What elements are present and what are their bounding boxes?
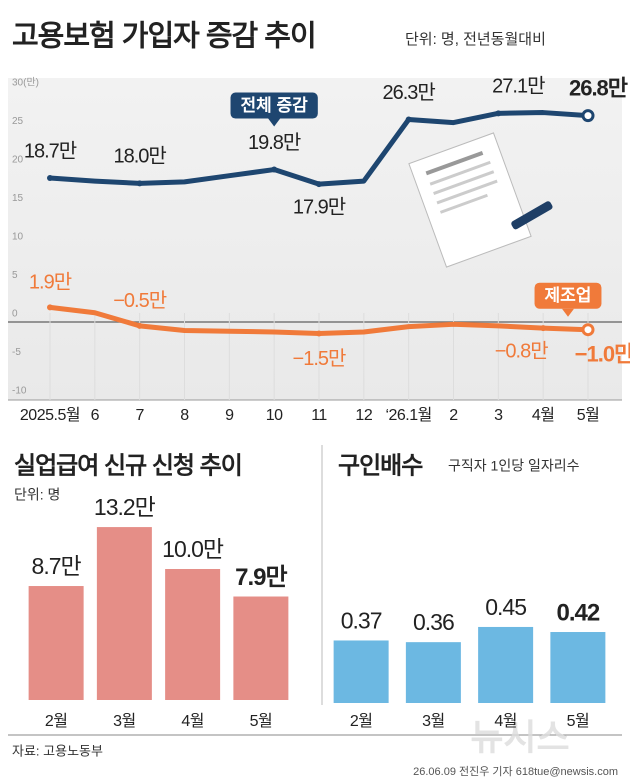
data-label: 0.45 <box>485 594 526 620</box>
series-callout: 제조업 <box>534 282 602 317</box>
x-tick-label: 11 <box>311 407 327 424</box>
y-tick-label: 25 <box>12 116 24 127</box>
data-point <box>136 322 143 329</box>
x-tick-label: 12 <box>355 407 372 424</box>
data-label: 0.37 <box>341 608 382 634</box>
data-label: 8.7만 <box>32 553 82 579</box>
y-tick-label: 10 <box>12 232 24 243</box>
data-label: −0.5만 <box>113 289 166 312</box>
data-point <box>316 330 322 337</box>
bar <box>28 586 84 700</box>
x-tick-label: 8 <box>180 407 189 424</box>
paper-line <box>433 170 495 195</box>
bar <box>550 632 606 703</box>
data-label: 26.3만 <box>383 81 436 104</box>
chart-title: 구인배수 <box>338 452 423 479</box>
callout-box <box>230 92 318 119</box>
x-tick-label: 4월 <box>181 712 204 730</box>
legend-label: 제조업 <box>545 286 592 305</box>
x-tick-label: 5월 <box>250 712 273 730</box>
data-point <box>581 109 595 123</box>
x-tick-label: 4월 <box>532 406 555 424</box>
source: 자료: 고용노동부 <box>12 743 103 758</box>
y-tick-label: 15 <box>12 193 24 204</box>
data-point <box>271 166 278 173</box>
bar <box>233 596 289 700</box>
data-label: 18.0만 <box>114 145 167 168</box>
data-point <box>581 323 595 337</box>
x-tick-label: 3월 <box>113 712 136 730</box>
data-point <box>405 116 412 123</box>
y-tick-label: 20 <box>12 155 24 166</box>
bar <box>165 569 221 700</box>
series-callout: 전체 증감 <box>230 92 318 127</box>
data-point <box>136 180 143 187</box>
y-tick-label: -5 <box>12 347 21 358</box>
data-label: 18.7만 <box>24 139 77 162</box>
pen <box>511 201 553 230</box>
x-tick-label: 7 <box>135 407 144 424</box>
chart-subtitle: 단위: 명 <box>14 487 60 503</box>
credit: 26.06.09 전진우 기자 618tue@newsis.com <box>413 765 618 778</box>
chart-title: 실업급여 신규 신청 추이 <box>14 452 242 479</box>
data-point <box>495 110 502 117</box>
chart-subtitle: 단위: 명, 전년동월대비 <box>405 31 546 48</box>
callout-box <box>534 282 602 309</box>
paper-line <box>436 179 498 205</box>
x-tick-label: 9 <box>225 407 234 424</box>
y-tick-label: 5 <box>12 270 18 281</box>
document-icon <box>408 132 553 268</box>
callout-pointer <box>268 118 281 127</box>
data-label: 13.2만 <box>94 494 156 520</box>
paper-line <box>439 193 488 214</box>
data-label: 10.0만 <box>162 536 224 562</box>
data-label: 26.8만 <box>569 75 628 100</box>
data-point <box>47 304 53 311</box>
bar <box>333 640 389 703</box>
data-label: −1.5만 <box>293 347 346 370</box>
x-tick-label: 2025.5월 <box>20 406 80 424</box>
bar <box>96 527 152 700</box>
y-tick-label: -10 <box>12 386 27 397</box>
x-tick-label: 3 <box>494 407 503 424</box>
data-point <box>540 325 547 332</box>
data-label: −1.0만 <box>575 342 630 367</box>
paper-line <box>425 150 484 176</box>
bar <box>405 642 461 703</box>
data-label: 19.8만 <box>248 131 301 154</box>
data-label: 17.9만 <box>293 195 346 218</box>
x-tick-label: 5월 <box>567 712 590 730</box>
data-label: 0.36 <box>413 609 454 635</box>
data-label: 27.1만 <box>492 75 545 98</box>
x-tick-label: 6 <box>91 407 100 424</box>
data-label: −0.8만 <box>495 339 548 362</box>
y-tick-label: 0 <box>12 309 18 320</box>
paper-line <box>429 160 491 186</box>
data-point <box>47 175 53 182</box>
data-label: 1.9만 <box>29 271 72 294</box>
callout-pointer <box>562 308 574 317</box>
x-tick-label: 3월 <box>422 712 445 730</box>
data-label: 7.9만 <box>235 564 287 591</box>
x-tick-label: 4월 <box>494 712 517 730</box>
x-tick-label: 2월 <box>45 712 68 730</box>
watermark: 뉴시스 <box>470 717 569 758</box>
y-tick-label: 30(만) <box>12 77 39 89</box>
chart-title: 고용보험 가입자 증감 추이 <box>12 20 316 53</box>
data-label: 0.42 <box>557 599 600 626</box>
x-tick-label: 5월 <box>577 406 600 424</box>
data-point <box>316 181 322 188</box>
x-tick-label: ‘26.1월 <box>385 406 431 424</box>
x-tick-label: 10 <box>266 407 283 424</box>
bar <box>478 626 534 703</box>
x-tick-label: 2월 <box>350 712 373 730</box>
x-tick-label: 2 <box>449 407 458 424</box>
chart-subtitle: 구직자 1인당 일자리수 <box>448 458 580 474</box>
legend-label: 전체 증감 <box>241 96 309 115</box>
